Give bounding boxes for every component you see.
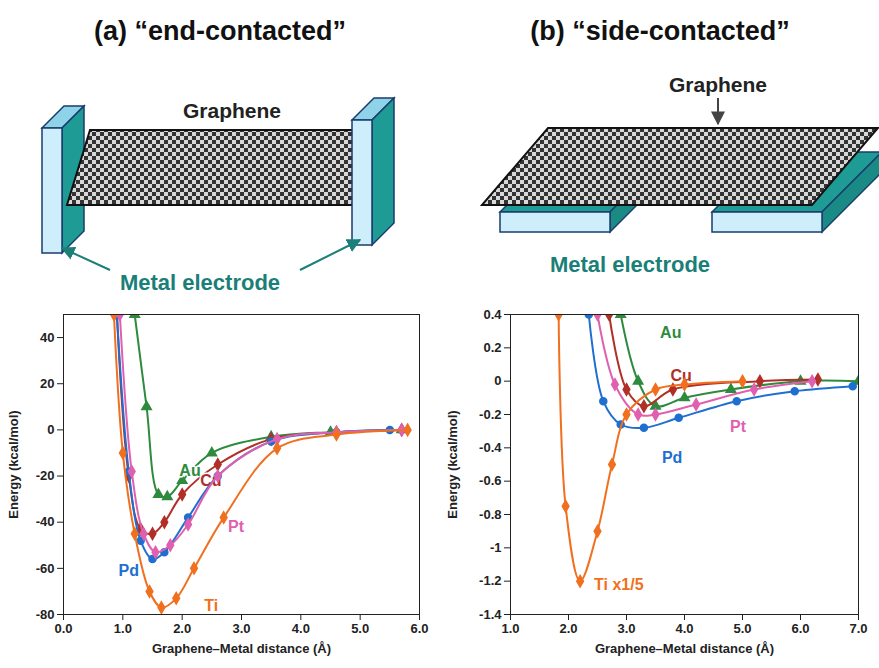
svg-text:-60: -60	[36, 561, 55, 576]
svg-text:Au: Au	[179, 462, 200, 479]
svg-text:Pd: Pd	[662, 449, 682, 466]
svg-text:5.0: 5.0	[351, 621, 369, 636]
svg-text:3.0: 3.0	[617, 621, 635, 636]
svg-text:Ti x1/5: Ti x1/5	[594, 576, 644, 593]
svg-text:-80: -80	[36, 607, 55, 622]
svg-text:7.0: 7.0	[849, 621, 867, 636]
svg-text:Graphene: Graphene	[669, 73, 767, 96]
svg-text:Graphene–Metal distance (Å): Graphene–Metal distance (Å)	[152, 641, 331, 656]
svg-text:20: 20	[40, 376, 54, 391]
svg-text:(b) “side-contacted”: (b) “side-contacted”	[530, 16, 790, 46]
svg-text:Pt: Pt	[228, 518, 245, 535]
svg-text:0: 0	[494, 373, 501, 388]
svg-text:3.0: 3.0	[232, 621, 250, 636]
svg-text:0.2: 0.2	[483, 340, 501, 355]
svg-text:-0.2: -0.2	[479, 407, 501, 422]
svg-text:-1.2: -1.2	[479, 573, 501, 588]
svg-text:40: 40	[40, 330, 54, 345]
svg-text:0.4: 0.4	[483, 307, 502, 322]
svg-text:1.0: 1.0	[501, 621, 519, 636]
svg-text:Pt: Pt	[730, 418, 747, 435]
svg-text:-0.4: -0.4	[479, 440, 502, 455]
svg-text:Au: Au	[660, 324, 681, 341]
svg-text:4.0: 4.0	[675, 621, 693, 636]
svg-text:-20: -20	[36, 468, 55, 483]
svg-text:0: 0	[47, 422, 54, 437]
svg-text:-0.8: -0.8	[479, 507, 501, 522]
svg-text:Energy (kcal/mol): Energy (kcal/mol)	[445, 410, 460, 518]
svg-text:Cu: Cu	[200, 471, 222, 489]
svg-text:2.0: 2.0	[559, 621, 577, 636]
svg-text:4.0: 4.0	[292, 621, 310, 636]
svg-text:6.0: 6.0	[410, 621, 428, 636]
svg-text:Pd: Pd	[119, 562, 139, 579]
svg-text:Metal electrode: Metal electrode	[120, 270, 280, 295]
svg-text:Energy (kcal/mol): Energy (kcal/mol)	[6, 410, 21, 518]
svg-text:Ti: Ti	[204, 597, 218, 614]
svg-text:(a) “end-contacted”: (a) “end-contacted”	[94, 16, 346, 46]
svg-text:5.0: 5.0	[733, 621, 751, 636]
svg-text:-1.4: -1.4	[479, 607, 502, 622]
svg-text:-1: -1	[490, 540, 502, 555]
svg-text:-0.6: -0.6	[479, 473, 501, 488]
svg-text:Graphene–Metal distance (Å): Graphene–Metal distance (Å)	[595, 641, 774, 656]
svg-text:Metal electrode: Metal electrode	[550, 252, 710, 277]
svg-text:2.0: 2.0	[173, 621, 191, 636]
svg-text:Cu: Cu	[671, 367, 692, 384]
svg-text:1.0: 1.0	[114, 621, 132, 636]
svg-text:Graphene: Graphene	[183, 99, 281, 122]
svg-text:0.0: 0.0	[54, 621, 72, 636]
svg-text:6.0: 6.0	[791, 621, 809, 636]
svg-text:-40: -40	[36, 514, 55, 529]
